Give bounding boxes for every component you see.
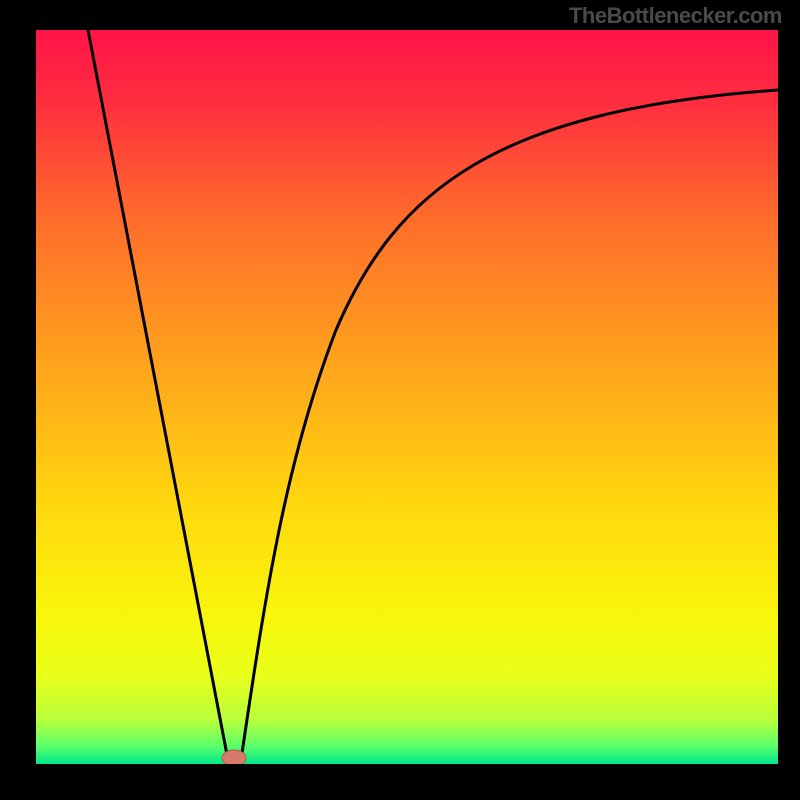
chart-container: TheBottlenecker.com: [0, 0, 800, 800]
minimum-marker: [222, 750, 246, 764]
curve-right-branch: [241, 90, 778, 760]
watermark-text: TheBottlenecker.com: [569, 3, 782, 29]
curve-layer: [36, 30, 778, 764]
curve-left-branch: [88, 30, 228, 760]
plot-area: [36, 30, 778, 764]
